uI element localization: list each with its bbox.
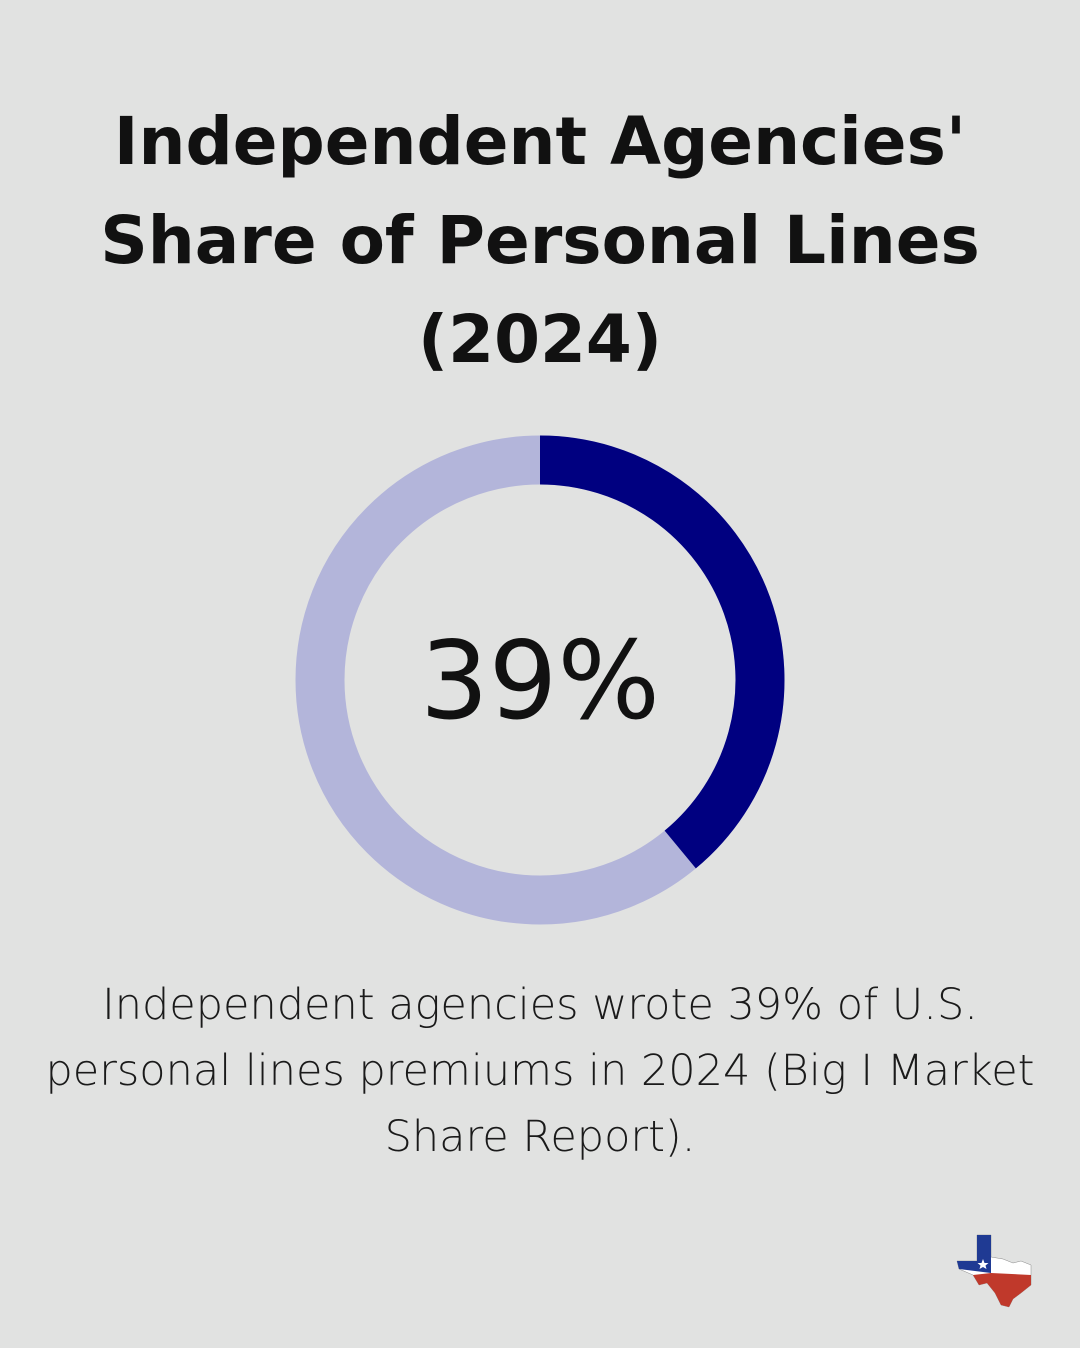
value-label: 39%	[420, 619, 660, 744]
logo	[956, 1234, 1032, 1308]
caption: Independent agencies wrote 39% of U.S. p…	[45, 980, 1035, 1162]
donut-arc	[539, 435, 785, 869]
logo-star	[977, 1259, 989, 1269]
chart: 39%	[295, 435, 785, 925]
chart-title: Independent Agencies' Share of Personal …	[100, 103, 980, 378]
logo-shape	[956, 1234, 1032, 1308]
logo-red	[973, 1273, 1031, 1307]
